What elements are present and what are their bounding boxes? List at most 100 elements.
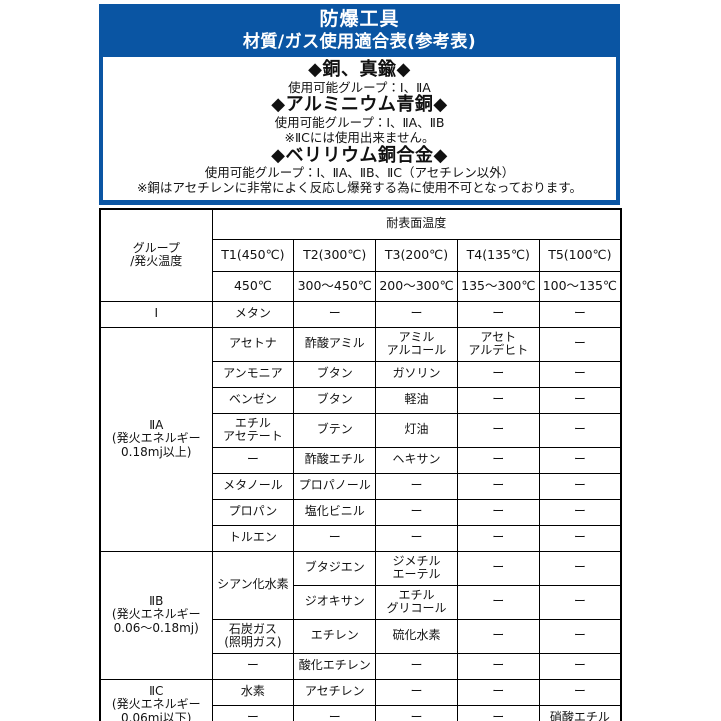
gas-cell: ー bbox=[538, 678, 622, 706]
gas-cell: 塩化ビニル bbox=[293, 498, 377, 526]
temp-class-header: T4(135℃) bbox=[456, 238, 540, 272]
gas-cell: ー bbox=[538, 550, 622, 586]
table-row: アンモニア ブタン ガソリン ー ー bbox=[100, 360, 622, 388]
gas-cell: 酢酸アミル bbox=[293, 326, 377, 362]
gas-cell: ガソリン bbox=[375, 360, 458, 388]
gas-cell: 酢酸エチル bbox=[293, 446, 377, 474]
gas-cell: エチル グリコール bbox=[375, 584, 458, 620]
gas-cell: ー bbox=[538, 618, 622, 654]
table-row: エチル アセテート ブテン 灯油 ー ー bbox=[100, 412, 622, 448]
material-note-beryllium-copper: ※銅はアセチレンに非常によく反応し爆発する為に使用不可となっております。 bbox=[136, 180, 583, 196]
table-row: ⅡC (発火エネルギー 0.06mj以下) 水素 アセチレン ー ー ー bbox=[99, 678, 622, 721]
gas-cell: ー bbox=[293, 704, 377, 721]
material-group-summary: ◆銅、真鍮◆ 使用可能グループ：Ⅰ、ⅡA ◆アルミニウム青銅◆ 使用可能グループ… bbox=[99, 57, 620, 205]
gas-cell: エチル アセテート bbox=[211, 412, 295, 448]
gas-cell: ー bbox=[538, 584, 622, 620]
gas-cell: アミル アルコール bbox=[375, 326, 458, 362]
material-groups-aluminium-bronze: 使用可能グループ：Ⅰ、ⅡA、ⅡB bbox=[274, 115, 445, 131]
gas-cell: アセト アルデヒト bbox=[456, 326, 540, 362]
gas-cell: ー bbox=[211, 446, 295, 474]
surface-temp-header: 耐表面温度 bbox=[211, 208, 622, 240]
gas-cell: ジメチル エーテル bbox=[375, 550, 458, 586]
gas-cell: ー bbox=[456, 584, 540, 620]
gas-cell: シアン化水素 bbox=[211, 550, 295, 620]
gas-cell: ー bbox=[456, 386, 540, 414]
material-heading-aluminium-bronze: ◆アルミニウム青銅◆ bbox=[271, 94, 448, 116]
gas-cell: ー bbox=[375, 678, 458, 706]
gas-cell: ー bbox=[456, 360, 540, 388]
material-heading-beryllium-copper: ◆ベリリウム銅合金◆ bbox=[271, 144, 448, 166]
gas-cell: アンモニア bbox=[211, 360, 295, 388]
gas-cell: ー bbox=[375, 472, 458, 500]
gas-cell: ー bbox=[538, 652, 622, 680]
group-label-cell-2c: ⅡC (発火エネルギー 0.06mj以下) bbox=[99, 678, 213, 721]
table-row: ベンゼン ブタン 軽油 ー ー bbox=[100, 386, 622, 414]
gas-cell: ー bbox=[456, 550, 540, 586]
table-row: ジオキサン エチル グリコール ー ー bbox=[100, 584, 622, 620]
gas-cell: ベンゼン bbox=[211, 386, 295, 414]
material-groups-beryllium-copper: 使用可能グループ：Ⅰ、ⅡA、ⅡB、ⅡC（アセチレン以外） bbox=[204, 165, 515, 181]
table-row: ー 酢酸エチル ヘキサン ー ー bbox=[100, 446, 622, 474]
gas-cell: プロパノール bbox=[293, 472, 377, 500]
gas-cell: ー bbox=[211, 652, 295, 680]
gas-cell: 硫化水素 bbox=[375, 618, 458, 654]
table-row: Ⅰ メタン ー ー ー ー bbox=[99, 300, 622, 328]
gas-cell: ー bbox=[538, 412, 622, 448]
content-column: 防爆工具 材質/ガス使用適合表(参考表) ◆銅、真鍮◆ 使用可能グループ：Ⅰ、Ⅱ… bbox=[99, 0, 622, 721]
gas-cell: アセチレン bbox=[293, 678, 377, 706]
temp-range-header: 450℃ bbox=[211, 270, 295, 302]
gas-cell: ー bbox=[375, 498, 458, 526]
gas-cell: メタノール bbox=[211, 472, 295, 500]
corner-header-cell: グループ /発火温度 bbox=[99, 208, 213, 302]
table-row: トルエン ー ー ー ー bbox=[100, 524, 622, 552]
table-row: ⅡB (発火エネルギー 0.06～0.18mj) シアン化水素 ブタジエン ジメ… bbox=[99, 550, 622, 680]
gas-cell: 灯油 bbox=[375, 412, 458, 448]
gas-cell: ー bbox=[375, 300, 458, 328]
gas-cell: メタン bbox=[211, 300, 295, 328]
temp-class-header: T1(450℃) bbox=[211, 238, 295, 272]
gas-cell: 酸化エチレン bbox=[293, 652, 377, 680]
gas-cell: ー bbox=[293, 524, 377, 552]
material-heading-copper-brass: ◆銅、真鍮◆ bbox=[308, 59, 411, 80]
gas-cell: ー bbox=[375, 524, 458, 552]
gas-cell: ー bbox=[456, 704, 540, 721]
gas-cell: ー bbox=[375, 652, 458, 680]
gas-cell: ー bbox=[538, 498, 622, 526]
gas-cell: ー bbox=[538, 300, 622, 328]
gas-cell: トルエン bbox=[211, 524, 295, 552]
gas-cell: ジオキサン bbox=[293, 584, 377, 620]
gas-cell: ー bbox=[456, 412, 540, 448]
gas-cell: 石炭ガス (照明ガス) bbox=[211, 618, 295, 654]
table-row: ー ー ー ー 硝酸エチル bbox=[100, 704, 622, 721]
group-label-cell-1: Ⅰ bbox=[99, 300, 213, 328]
gas-cell: ー bbox=[456, 618, 540, 654]
gas-cell: ー bbox=[456, 472, 540, 500]
page-title: 防爆工具 bbox=[319, 8, 400, 30]
gas-cell: エチレン bbox=[293, 618, 377, 654]
table-row: 石炭ガス (照明ガス) エチレン 硫化水素 ー ー bbox=[100, 618, 622, 654]
table-row: メタノール プロパノール ー ー ー bbox=[100, 472, 622, 500]
temp-class-header: T2(300℃) bbox=[293, 238, 377, 272]
gas-compatibility-table: グループ /発火温度 耐表面温度 T1(450℃) T2(300℃) T3(20… bbox=[99, 207, 622, 721]
gas-cell: 硝酸エチル bbox=[538, 704, 622, 721]
material-groups-copper-brass: 使用可能グループ：Ⅰ、ⅡA bbox=[288, 79, 431, 95]
temp-range-header: 135～300℃ bbox=[456, 270, 540, 302]
table-row: ー 酸化エチレン ー ー ー bbox=[100, 652, 622, 680]
gas-cell: ー bbox=[538, 360, 622, 388]
table-row: ⅡA (発火エネルギー 0.18mj以上) アセトナ 酢酸アミル アミル アルコ… bbox=[99, 326, 622, 552]
gas-cell: ー bbox=[211, 704, 295, 721]
temp-range-header: 100～135℃ bbox=[538, 270, 622, 302]
gas-cell: ー bbox=[456, 678, 540, 706]
gas-cell: ヘキサン bbox=[375, 446, 458, 474]
header-row-temp-class: T1(450℃) T2(300℃) T3(200℃) T4(135℃) T5(1… bbox=[100, 238, 622, 272]
gas-cell: ー bbox=[456, 524, 540, 552]
gas-cell: ー bbox=[456, 300, 540, 328]
gas-cell: ー bbox=[538, 524, 622, 552]
page-subtitle: 材質/ガス使用適合表(参考表) bbox=[242, 31, 477, 52]
gas-cell: ー bbox=[538, 446, 622, 474]
gas-cell: ー bbox=[375, 704, 458, 721]
gas-cell: プロパン bbox=[211, 498, 295, 526]
gas-cell: ブテン bbox=[293, 412, 377, 448]
temp-range-header: 300～450℃ bbox=[293, 270, 377, 302]
